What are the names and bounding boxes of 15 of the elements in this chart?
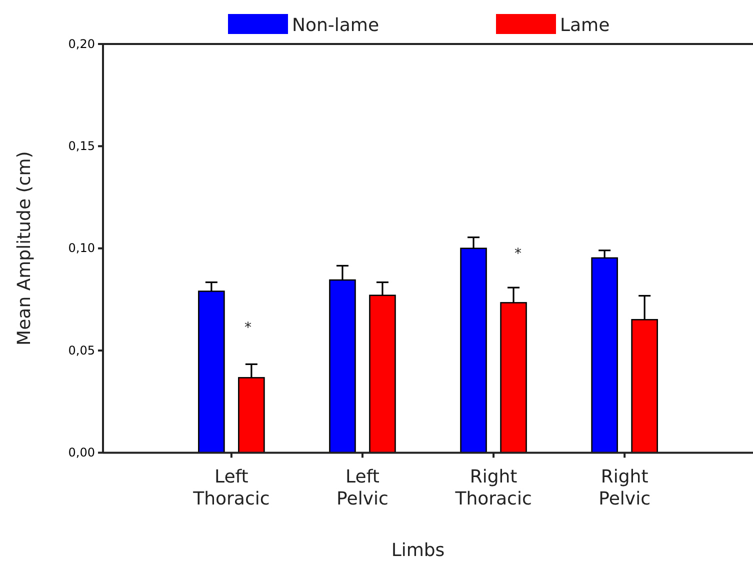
- legend-label: Lame: [560, 15, 610, 36]
- y-tick-label: 0,10: [68, 241, 95, 256]
- y-axis-title: Mean Amplitude (cm): [14, 151, 35, 346]
- y-tick-label: 0,20: [68, 36, 95, 51]
- y-tick-label: 0,00: [68, 446, 95, 460]
- x-tick-label: Right Thoracic: [454, 466, 532, 510]
- y-tick-label: 0,15: [68, 139, 95, 154]
- legend-label: Non-lame: [292, 15, 380, 36]
- x-tick-label: Left Thoracic: [192, 466, 270, 510]
- x-tick-label: Right Pelvic: [598, 466, 650, 510]
- annotation: *: [514, 246, 522, 262]
- annotation: *: [244, 320, 252, 336]
- x-tick-label: Left Pelvic: [336, 466, 388, 510]
- x-axis-title: Limbs: [391, 540, 445, 561]
- y-tick-label: 0,05: [68, 343, 95, 358]
